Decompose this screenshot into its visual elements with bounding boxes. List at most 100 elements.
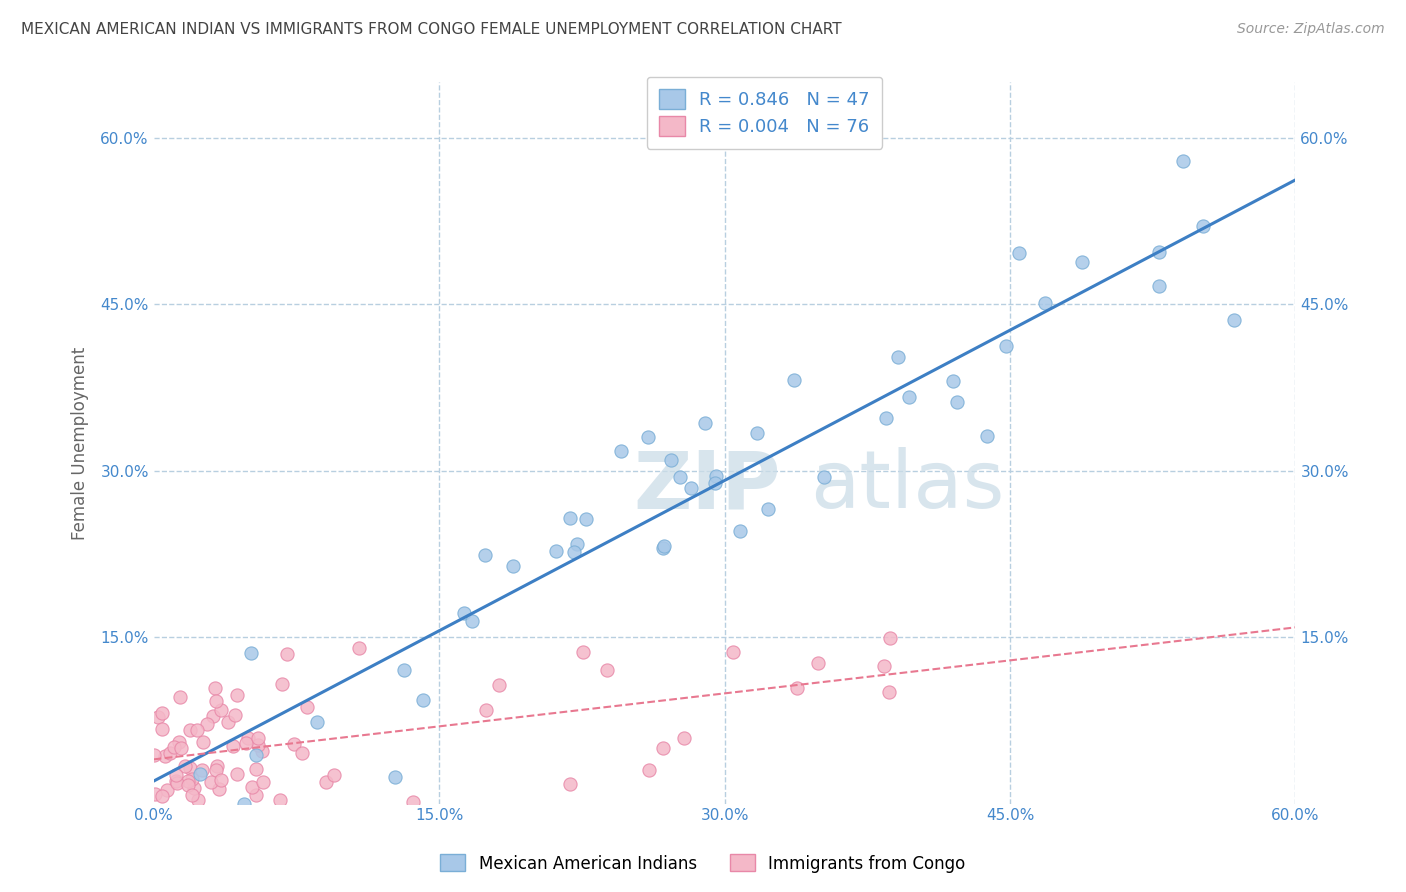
Point — [995, 339, 1018, 353]
Point — [786, 681, 808, 696]
Point — [652, 741, 675, 756]
Point — [177, 779, 200, 793]
Text: Source: ZipAtlas.com: Source: ZipAtlas.com — [1237, 22, 1385, 37]
Point — [652, 541, 675, 555]
Point — [152, 722, 174, 736]
Point — [186, 723, 208, 737]
Point — [703, 475, 725, 490]
Point — [315, 775, 337, 789]
Point — [240, 780, 263, 794]
Point — [807, 656, 830, 670]
Point — [721, 644, 744, 658]
Point — [488, 678, 510, 692]
Point — [159, 746, 181, 760]
Point — [176, 773, 198, 788]
Point — [879, 685, 901, 699]
Point — [942, 374, 965, 388]
Point — [150, 706, 173, 720]
Point — [813, 470, 835, 484]
Point — [173, 758, 195, 772]
Point — [169, 690, 191, 704]
Point — [783, 373, 806, 387]
Point — [205, 758, 228, 772]
Point — [704, 468, 727, 483]
Point — [226, 766, 249, 780]
Point — [245, 747, 267, 762]
Point — [145, 787, 167, 801]
Point — [150, 789, 173, 804]
Point — [596, 663, 619, 677]
Point — [322, 768, 344, 782]
Point — [475, 703, 498, 717]
Point — [673, 731, 696, 746]
Point — [181, 772, 204, 787]
Point — [502, 559, 524, 574]
Point — [474, 548, 496, 562]
Point — [238, 731, 260, 745]
Point — [191, 735, 214, 749]
Point — [637, 430, 659, 444]
Point — [205, 694, 228, 708]
Point — [179, 761, 201, 775]
Point — [179, 723, 201, 737]
Point — [235, 736, 257, 750]
Point — [887, 351, 910, 365]
Point — [1149, 244, 1171, 259]
Point — [392, 663, 415, 677]
Point — [276, 647, 298, 661]
Point — [745, 425, 768, 440]
Point — [730, 524, 752, 538]
Point — [239, 646, 262, 660]
Point — [202, 709, 225, 723]
Point — [165, 768, 187, 782]
Point — [307, 714, 329, 729]
Point — [384, 770, 406, 784]
Point — [453, 606, 475, 620]
Point — [295, 700, 318, 714]
Point — [245, 762, 267, 776]
Legend: R = 0.846   N = 47, R = 0.004   N = 76: R = 0.846 N = 47, R = 0.004 N = 76 — [647, 77, 883, 149]
Point — [204, 681, 226, 695]
Point — [1033, 295, 1056, 310]
Text: atlas: atlas — [810, 447, 1005, 525]
Point — [679, 481, 702, 495]
Point — [693, 416, 716, 430]
Point — [187, 792, 209, 806]
Legend: Mexican American Indians, Immigrants from Congo: Mexican American Indians, Immigrants fro… — [433, 847, 973, 880]
Point — [609, 444, 631, 458]
Point — [412, 693, 434, 707]
Point — [402, 795, 425, 809]
Point — [247, 739, 270, 753]
Point — [246, 731, 269, 746]
Point — [347, 640, 370, 655]
Point — [209, 773, 232, 788]
Point — [245, 788, 267, 802]
Point — [1171, 153, 1194, 168]
Point — [544, 544, 567, 558]
Point — [205, 764, 228, 778]
Point — [226, 688, 249, 702]
Point — [195, 716, 218, 731]
Point — [1147, 278, 1170, 293]
Point — [898, 390, 921, 404]
Text: MEXICAN AMERICAN INDIAN VS IMMIGRANTS FROM CONGO FEMALE UNEMPLOYMENT CORRELATION: MEXICAN AMERICAN INDIAN VS IMMIGRANTS FR… — [21, 22, 842, 37]
Point — [564, 545, 586, 559]
Point — [659, 453, 682, 467]
Point — [224, 707, 246, 722]
Point — [637, 763, 659, 777]
Point — [252, 774, 274, 789]
Point — [207, 782, 229, 797]
Point — [166, 775, 188, 789]
Point — [872, 658, 894, 673]
Point — [572, 645, 595, 659]
Y-axis label: Female Unemployment: Female Unemployment — [72, 346, 89, 540]
Point — [946, 395, 969, 409]
Point — [558, 777, 581, 791]
Point — [1222, 313, 1244, 327]
Point — [291, 746, 314, 760]
Point — [188, 766, 211, 780]
Point — [652, 539, 675, 553]
Point — [222, 739, 245, 754]
Point — [146, 709, 169, 723]
Point — [233, 797, 256, 811]
